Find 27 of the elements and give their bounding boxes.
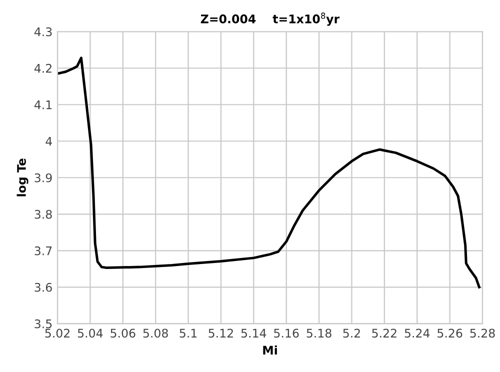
y-tick-label: 3.8 xyxy=(34,210,52,219)
x-tick-label: 5.02 xyxy=(45,328,70,338)
x-tick-label: 5.24 xyxy=(404,328,430,338)
y-tick-label: 3.5 xyxy=(34,319,52,328)
y-tick-label: 3.9 xyxy=(34,173,52,182)
x-tick-label: 5.22 xyxy=(372,328,396,338)
x-tick-label: 5.26 xyxy=(438,328,462,338)
y-axis-title: log Te xyxy=(16,158,28,196)
x-tick-label: 5.16 xyxy=(274,328,299,338)
line-series xyxy=(58,56,480,288)
y-tick-label: 4.1 xyxy=(34,100,52,110)
x-tick-label: 5.08 xyxy=(143,328,168,338)
y-tick-label: 3.7 xyxy=(34,246,52,256)
x-tick-label: 5.1 xyxy=(180,328,197,338)
x-tick-label: 5.06 xyxy=(110,328,136,338)
x-axis-title: Mi xyxy=(263,345,277,354)
y-tick-label: 4.2 xyxy=(34,64,52,73)
x-tick-label: 5.2 xyxy=(343,328,360,338)
y-tick-label: 3.6 xyxy=(34,282,52,292)
chart-title: Z=0.004 t=1x10$^{8}$yr xyxy=(200,12,340,26)
x-tick-label: 5.12 xyxy=(208,328,233,338)
y-tick-label: 4.3 xyxy=(34,27,52,36)
x-tick-label: 5.28 xyxy=(470,328,495,338)
x-tick-label: 5.04 xyxy=(78,328,103,338)
x-tick-label: 5.18 xyxy=(306,328,332,338)
y-tick-label: 4 xyxy=(46,137,52,146)
x-tick-label: 5.14 xyxy=(241,328,266,338)
